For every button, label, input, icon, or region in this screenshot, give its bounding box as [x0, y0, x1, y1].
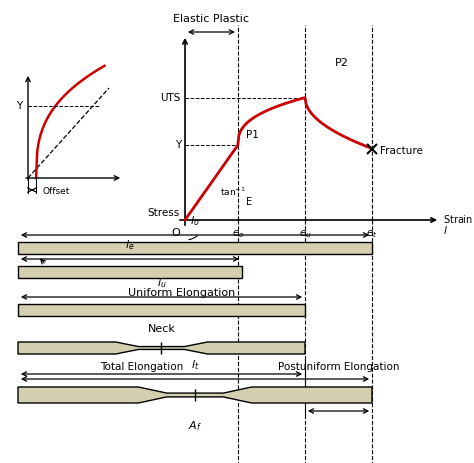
Text: E: E [246, 197, 252, 207]
Text: Neck: Neck [147, 324, 175, 334]
Polygon shape [18, 387, 372, 403]
Text: UTS: UTS [161, 93, 181, 103]
Bar [18, 304, 305, 316]
Text: Y: Y [16, 101, 22, 111]
Text: Postuniform Elongation: Postuniform Elongation [278, 362, 399, 372]
Text: O: O [171, 228, 180, 238]
Text: $l_u$: $l_u$ [157, 276, 166, 290]
Text: P2: P2 [335, 58, 349, 68]
Text: tan$^{-1}$: tan$^{-1}$ [220, 186, 246, 198]
Text: $A_f$: $A_f$ [188, 419, 202, 433]
Text: Uniform Elongation: Uniform Elongation [128, 288, 235, 298]
Text: $e_o$: $e_o$ [232, 228, 244, 240]
Text: $l$: $l$ [443, 224, 448, 236]
Text: Y: Y [175, 140, 181, 150]
Text: $l_e$: $l_e$ [125, 238, 135, 252]
Text: P1: P1 [246, 130, 259, 140]
Text: $l_t$: $l_t$ [191, 358, 199, 372]
Text: $l_o$: $l_o$ [190, 214, 200, 228]
Text: Total Elongation: Total Elongation [100, 362, 183, 372]
Polygon shape [18, 342, 305, 354]
Text: Elastic Plastic: Elastic Plastic [173, 14, 249, 24]
Text: $e_t$: $e_t$ [366, 228, 378, 240]
Text: $e_u$: $e_u$ [299, 228, 311, 240]
Text: $A_o$: $A_o$ [40, 266, 55, 280]
Text: Strain (for $l_o$ = 1): Strain (for $l_o$ = 1) [443, 213, 474, 227]
Bar [18, 266, 242, 278]
Text: Fracture: Fracture [380, 145, 423, 156]
Bar [18, 242, 372, 254]
Text: Offset: Offset [42, 188, 69, 196]
Text: Stress: Stress [148, 208, 180, 218]
